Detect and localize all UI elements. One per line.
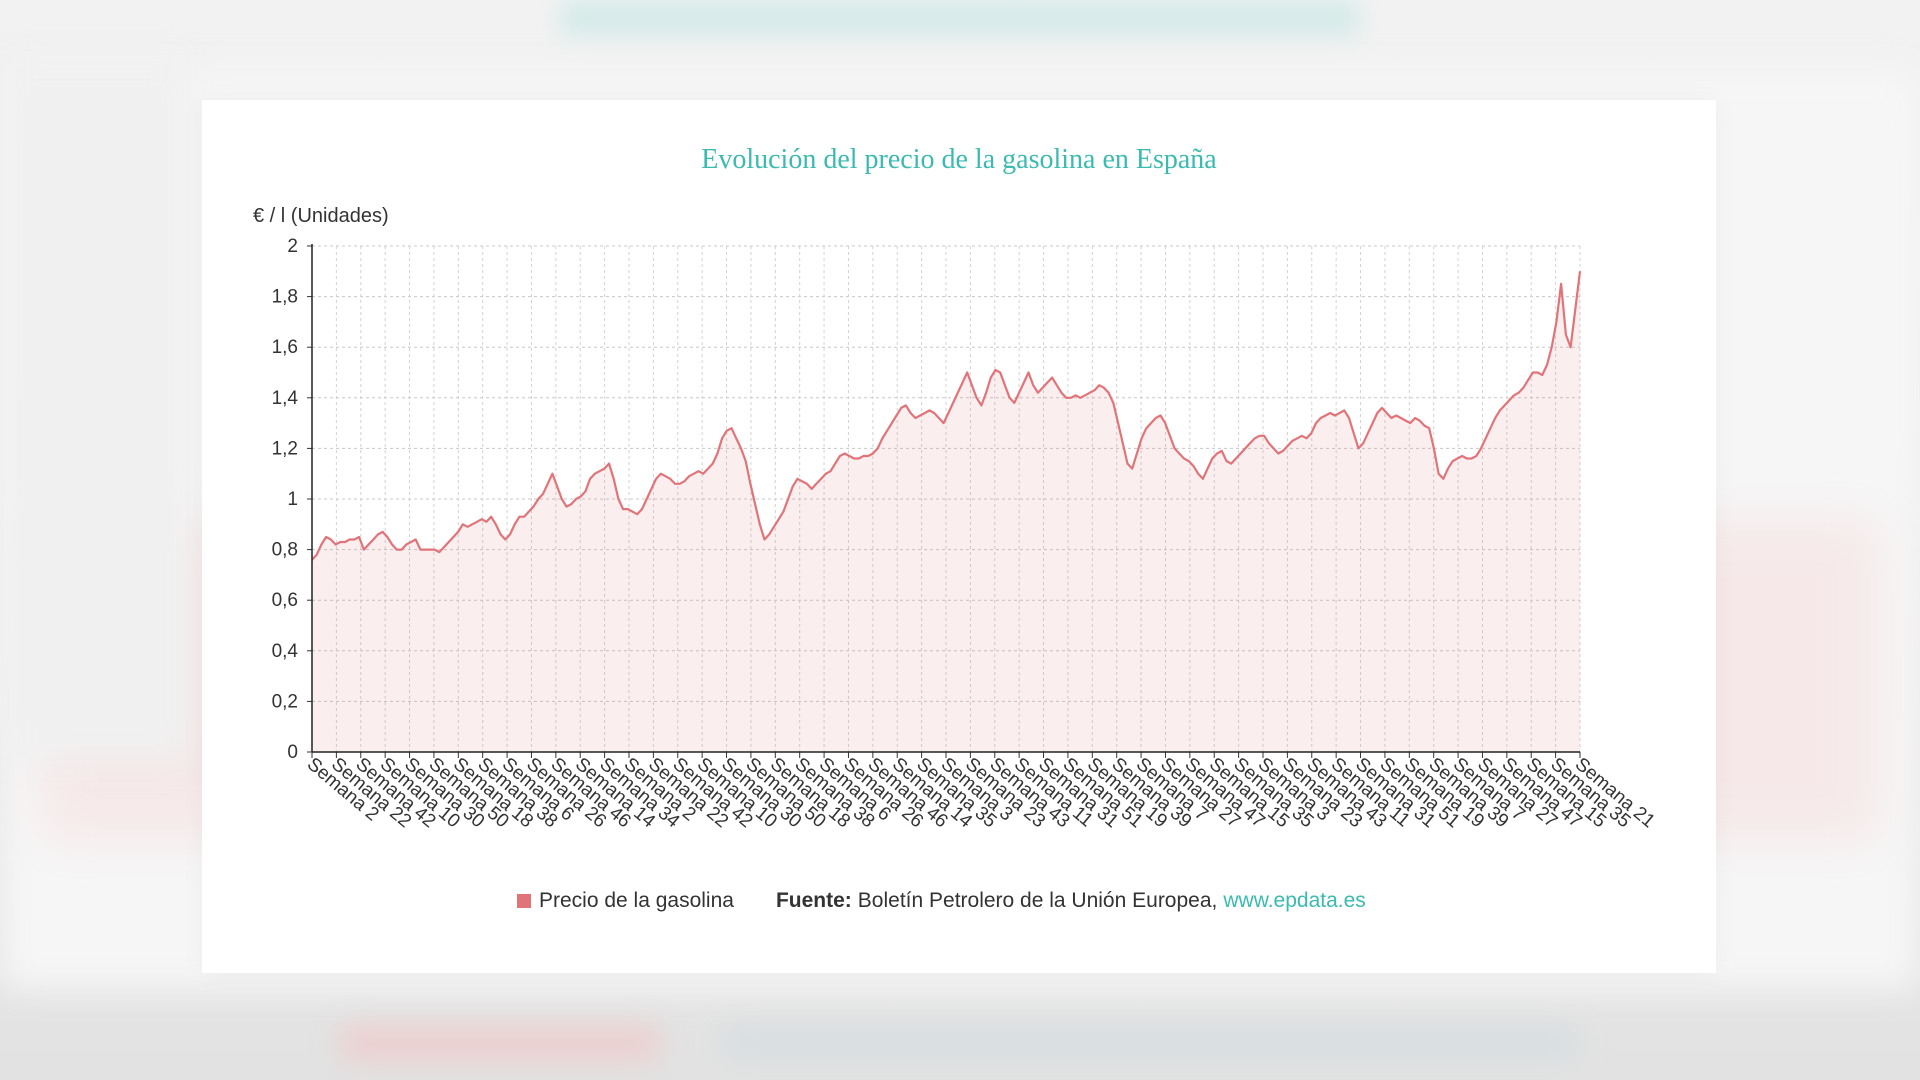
y-tick-label: 0,6	[272, 590, 298, 611]
background-blur-title	[560, 0, 1360, 36]
legend-swatch	[517, 894, 531, 908]
background-blur-sidebar	[0, 60, 190, 760]
chart-title: Evolución del precio de la gasolina en E…	[701, 144, 1217, 175]
y-axis-label: € / l (Unidades)	[253, 205, 389, 227]
chart-card: Evolución del precio de la gasolina en E…	[202, 100, 1716, 973]
y-tick-label: 0,4	[272, 641, 299, 662]
legend-series-name: Precio de la gasolina	[539, 889, 734, 912]
source-link[interactable]: www.epdata.es	[1223, 889, 1366, 912]
y-tick-label: 0	[287, 742, 298, 763]
y-tick-label: 1,2	[272, 438, 298, 459]
y-tick-label: 1,6	[272, 337, 298, 358]
y-tick-label: 0,2	[272, 691, 298, 712]
background-blur-source	[720, 1026, 1580, 1060]
y-tick-label: 0,8	[272, 540, 298, 561]
y-tick-label: 1,8	[272, 287, 298, 308]
background-blur-legend	[340, 1026, 660, 1060]
series-line	[311, 271, 1582, 561]
y-tick-label: 1	[287, 489, 298, 510]
y-tick-label: 1,4	[272, 388, 299, 409]
y-tick-label: 2	[287, 236, 298, 257]
source-label: Fuente:	[775, 889, 852, 912]
source-text: Boletín Petrolero de la Unión Europea,	[857, 889, 1218, 912]
chart-legend: Precio de la gasolina Fuente: Boletín Pe…	[517, 889, 1366, 913]
series-area	[312, 271, 1580, 752]
